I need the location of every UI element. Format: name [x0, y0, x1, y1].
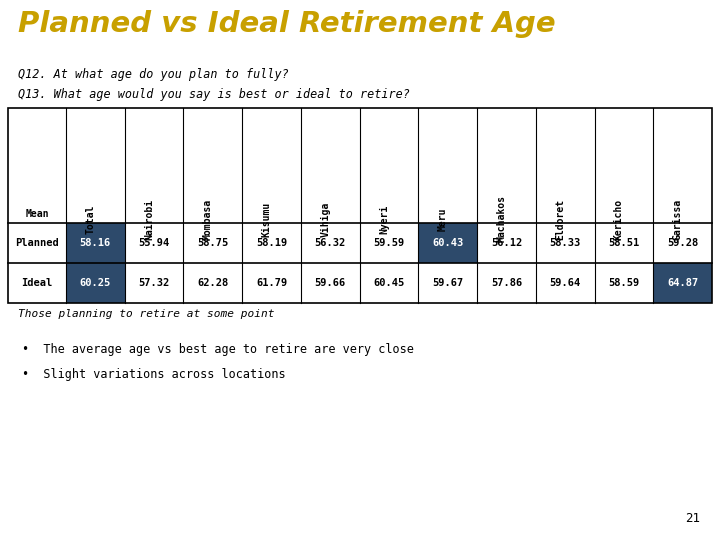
- Text: 62.28: 62.28: [197, 278, 228, 288]
- Text: 60.45: 60.45: [374, 278, 405, 288]
- Text: Nyeri: Nyeri: [379, 204, 389, 234]
- Text: Those planning to retire at some point: Those planning to retire at some point: [18, 309, 274, 319]
- Text: Planned: Planned: [15, 238, 59, 248]
- Text: 58.19: 58.19: [256, 238, 287, 248]
- Text: 61.79: 61.79: [256, 278, 287, 288]
- Bar: [8, 108, 712, 303]
- Text: 59.67: 59.67: [432, 278, 464, 288]
- Text: Planned vs Ideal Retirement Age: Planned vs Ideal Retirement Age: [18, 10, 556, 38]
- Text: Kericho: Kericho: [614, 198, 624, 240]
- Text: •  Slight variations across locations: • Slight variations across locations: [22, 368, 286, 381]
- Text: 59.66: 59.66: [315, 278, 346, 288]
- Text: Vihiga: Vihiga: [320, 201, 330, 237]
- Bar: [418, 223, 477, 263]
- Text: 59.28: 59.28: [667, 238, 698, 248]
- Text: •  The average age vs best age to retire are very close: • The average age vs best age to retire …: [22, 343, 414, 356]
- Text: 56.12: 56.12: [491, 238, 522, 248]
- Text: 55.94: 55.94: [138, 238, 170, 248]
- Text: 58.59: 58.59: [608, 278, 639, 288]
- Text: 64.87: 64.87: [667, 278, 698, 288]
- Text: Nairobi: Nairobi: [144, 198, 154, 240]
- Text: 59.64: 59.64: [549, 278, 581, 288]
- Text: 56.32: 56.32: [315, 238, 346, 248]
- Bar: [66, 263, 125, 303]
- Text: 58.16: 58.16: [80, 238, 111, 248]
- Text: Mombasa: Mombasa: [203, 198, 213, 240]
- Text: 57.32: 57.32: [138, 278, 170, 288]
- Text: Meru: Meru: [438, 207, 448, 231]
- Text: 58.51: 58.51: [608, 238, 639, 248]
- Text: Q12. At what age do you plan to fully?: Q12. At what age do you plan to fully?: [18, 68, 289, 81]
- Text: 59.59: 59.59: [374, 238, 405, 248]
- Text: Total: Total: [86, 204, 95, 234]
- Text: Kisumu: Kisumu: [261, 201, 271, 237]
- Text: 21: 21: [685, 512, 700, 525]
- Text: 58.33: 58.33: [549, 238, 581, 248]
- Text: Q13. What age would you say is best or ideal to retire?: Q13. What age would you say is best or i…: [18, 88, 410, 101]
- Text: Eldoret: Eldoret: [555, 198, 565, 240]
- Text: 57.86: 57.86: [491, 278, 522, 288]
- Text: Mean: Mean: [25, 209, 49, 219]
- Bar: [653, 263, 712, 303]
- Text: Machakos: Machakos: [497, 195, 506, 242]
- Bar: [8, 108, 712, 303]
- Text: 58.75: 58.75: [197, 238, 228, 248]
- Text: 60.43: 60.43: [432, 238, 464, 248]
- Text: Ideal: Ideal: [22, 278, 53, 288]
- Text: Garissa: Garissa: [672, 198, 683, 240]
- Text: 60.25: 60.25: [80, 278, 111, 288]
- Bar: [66, 223, 125, 263]
